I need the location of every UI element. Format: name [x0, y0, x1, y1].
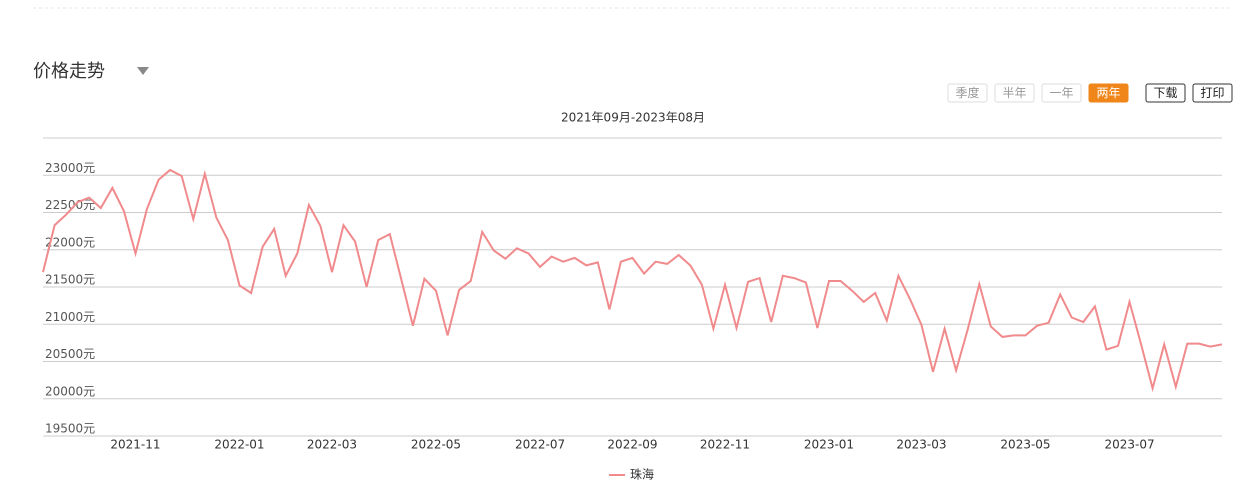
x-tick-label: 2023-03: [896, 438, 946, 452]
y-tick-label: 19500元: [45, 422, 95, 436]
range-button[interactable]: [1041, 83, 1082, 103]
range-button-label: 一年: [1049, 86, 1073, 100]
chart-subtitle: 2021年09月-2023年08月: [561, 111, 705, 125]
action-button[interactable]: [1192, 83, 1233, 103]
x-tick-label: 2021-11: [110, 438, 160, 452]
y-tick-label: 23000元: [45, 161, 95, 175]
action-button[interactable]: [1145, 83, 1186, 103]
x-tick-label: 2023-05: [1000, 438, 1050, 452]
y-tick-label: 22000元: [45, 235, 95, 249]
y-tick-label: 20500元: [45, 347, 95, 361]
range-button-label: 两年: [1096, 86, 1120, 100]
panel-title: 价格走势: [33, 61, 105, 82]
range-button[interactable]: [947, 83, 988, 103]
range-button-label: 季度: [955, 85, 979, 100]
x-tick-label: 2022-07: [515, 438, 565, 452]
x-tick-label: 2022-11: [700, 438, 750, 452]
action-button-label: 打印: [1200, 86, 1224, 100]
range-button[interactable]: [1088, 83, 1129, 103]
y-tick-label: 21000元: [45, 310, 95, 324]
x-tick-label: 2022-09: [607, 438, 657, 452]
action-button-label: 下载: [1153, 86, 1177, 100]
x-tick-label: 2023-01: [804, 438, 854, 452]
range-button[interactable]: [994, 83, 1035, 103]
x-tick-label: 2022-05: [411, 438, 461, 452]
y-tick-label: 20000元: [45, 384, 95, 398]
y-tick-label: 21500元: [45, 273, 95, 287]
legend-label[interactable]: 珠海: [630, 467, 654, 482]
y-tick-label: 22500元: [45, 198, 95, 212]
dropdown-arrow[interactable]: [137, 67, 149, 75]
series-line: [42, 168, 1223, 393]
range-button-label: 半年: [1002, 86, 1026, 100]
x-tick-label: 2022-01: [214, 438, 264, 452]
x-tick-label: 2023-07: [1104, 438, 1154, 452]
x-tick-label: 2022-03: [307, 438, 357, 452]
